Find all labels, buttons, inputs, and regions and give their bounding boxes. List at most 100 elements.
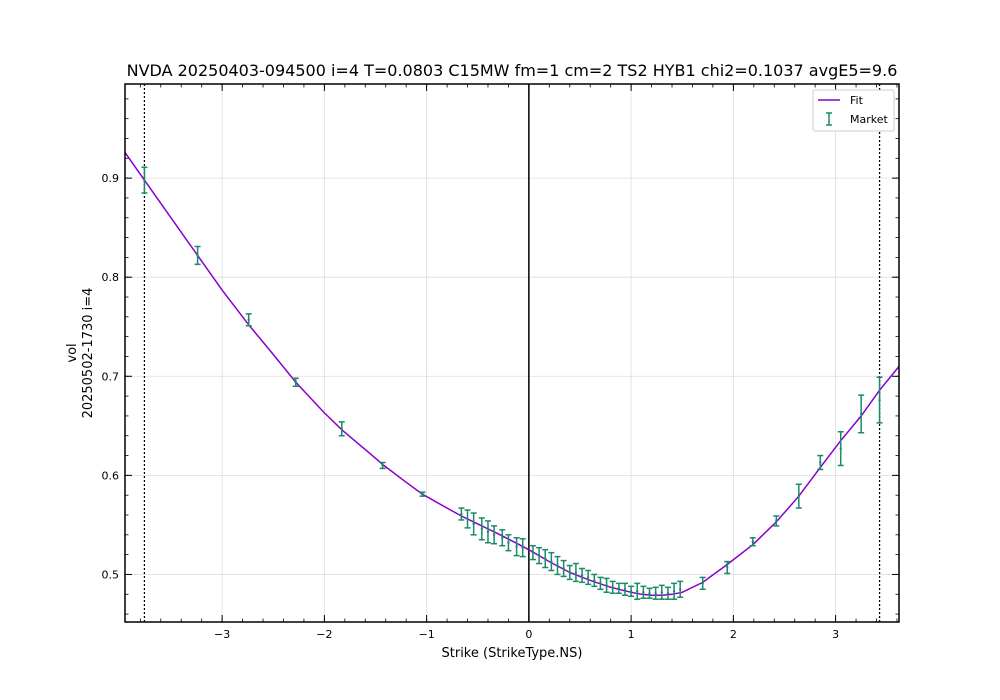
market-marker [648, 592, 651, 595]
plot-frame [124, 83, 900, 623]
market-marker [486, 530, 490, 534]
market-marker [701, 582, 704, 585]
market-marker [556, 564, 559, 567]
market-point [817, 454, 824, 471]
market-marker [340, 427, 343, 430]
market-point [837, 431, 844, 467]
market-marker [531, 551, 535, 554]
market-marker [507, 541, 510, 544]
market-marker [537, 554, 541, 557]
market-marker [515, 545, 518, 548]
x-tick-label: −2 [316, 628, 332, 641]
axes-frame [124, 83, 900, 623]
market-marker [381, 464, 384, 467]
market-marker [611, 586, 614, 589]
market-point [505, 534, 512, 552]
market-point [554, 555, 561, 576]
y-tick-label: 0.5 [102, 568, 120, 581]
y-tick-label: 0.7 [102, 370, 120, 383]
market-point [773, 515, 780, 527]
market-marker [550, 560, 553, 563]
market-point [379, 461, 386, 470]
market-marker [751, 540, 754, 543]
market-point [724, 560, 731, 575]
chart-title: NVDA 20250403-094500 i=4 T=0.0803 C15MW … [127, 61, 898, 80]
market-point [491, 525, 498, 545]
market-marker [460, 512, 463, 516]
market-point [640, 585, 647, 599]
market-marker [247, 318, 250, 322]
y-tick-label: 0.6 [102, 469, 120, 482]
market-point [749, 537, 756, 547]
market-point [245, 313, 252, 327]
market-point [560, 559, 567, 578]
market-marker [568, 571, 571, 574]
market-point [292, 377, 299, 387]
market-point [677, 580, 684, 598]
market-point [464, 509, 471, 529]
market-marker [574, 571, 578, 574]
market-point [478, 517, 485, 541]
tick-marks [125, 84, 899, 622]
market-point [795, 483, 802, 509]
market-marker [642, 591, 645, 594]
market-point [646, 587, 653, 599]
market-point [609, 580, 616, 595]
market-marker [196, 254, 199, 257]
x-tick-label: 2 [730, 628, 737, 641]
y-axis-title-line1: vol [65, 343, 80, 362]
market-point [513, 537, 520, 557]
market-point [591, 573, 598, 588]
market-marker [586, 576, 590, 579]
market-marker [294, 381, 297, 384]
market-marker [878, 398, 881, 402]
market-marker [839, 447, 842, 450]
market-marker [726, 566, 729, 569]
market-marker [678, 588, 682, 591]
market-point [652, 586, 659, 600]
market-point [603, 577, 610, 594]
grid-layer [125, 84, 899, 622]
market-point [658, 584, 665, 600]
market-point [664, 586, 671, 600]
market-point [470, 512, 477, 536]
x-tick-label: 0 [525, 628, 532, 641]
market-point [585, 569, 592, 586]
market-point [141, 166, 148, 194]
market-marker [797, 494, 800, 498]
y-tick-label: 0.8 [102, 271, 120, 284]
market-marker [819, 461, 822, 464]
market-marker [672, 590, 676, 593]
market-marker [472, 522, 475, 526]
market-marker [544, 557, 547, 560]
y-tick-label: 0.9 [102, 172, 120, 185]
market-point [876, 376, 883, 424]
market-marker [492, 533, 496, 537]
x-tick-label: −1 [419, 628, 435, 641]
market-point [484, 520, 491, 544]
legend-fit-label: Fit [850, 94, 864, 107]
legend-market-swatch [826, 112, 832, 126]
y-axis-title-line2: 20250502-1730 i=4 [81, 288, 96, 419]
market-marker [660, 591, 663, 594]
market-point [542, 548, 549, 569]
market-marker [775, 519, 778, 523]
market-marker [636, 590, 639, 593]
x-tick-label: 3 [832, 628, 839, 641]
market-point [529, 544, 536, 561]
tick-labels: −3 −2 −1 0 1 2 3 0.5 0.6 0.7 0.8 0.9 [102, 172, 840, 641]
market-point [621, 582, 628, 596]
market-point [572, 562, 579, 583]
market-point [419, 491, 426, 497]
x-tick-label: −3 [214, 628, 230, 641]
market-marker [859, 412, 863, 416]
market-point [458, 507, 465, 521]
market-point [597, 576, 604, 591]
market-point [566, 564, 573, 581]
market-marker [480, 527, 484, 531]
market-point [699, 576, 706, 591]
market-marker [580, 574, 584, 577]
legend-market-label: Market [850, 113, 888, 126]
market-marker [521, 546, 524, 549]
market-point [499, 529, 506, 547]
